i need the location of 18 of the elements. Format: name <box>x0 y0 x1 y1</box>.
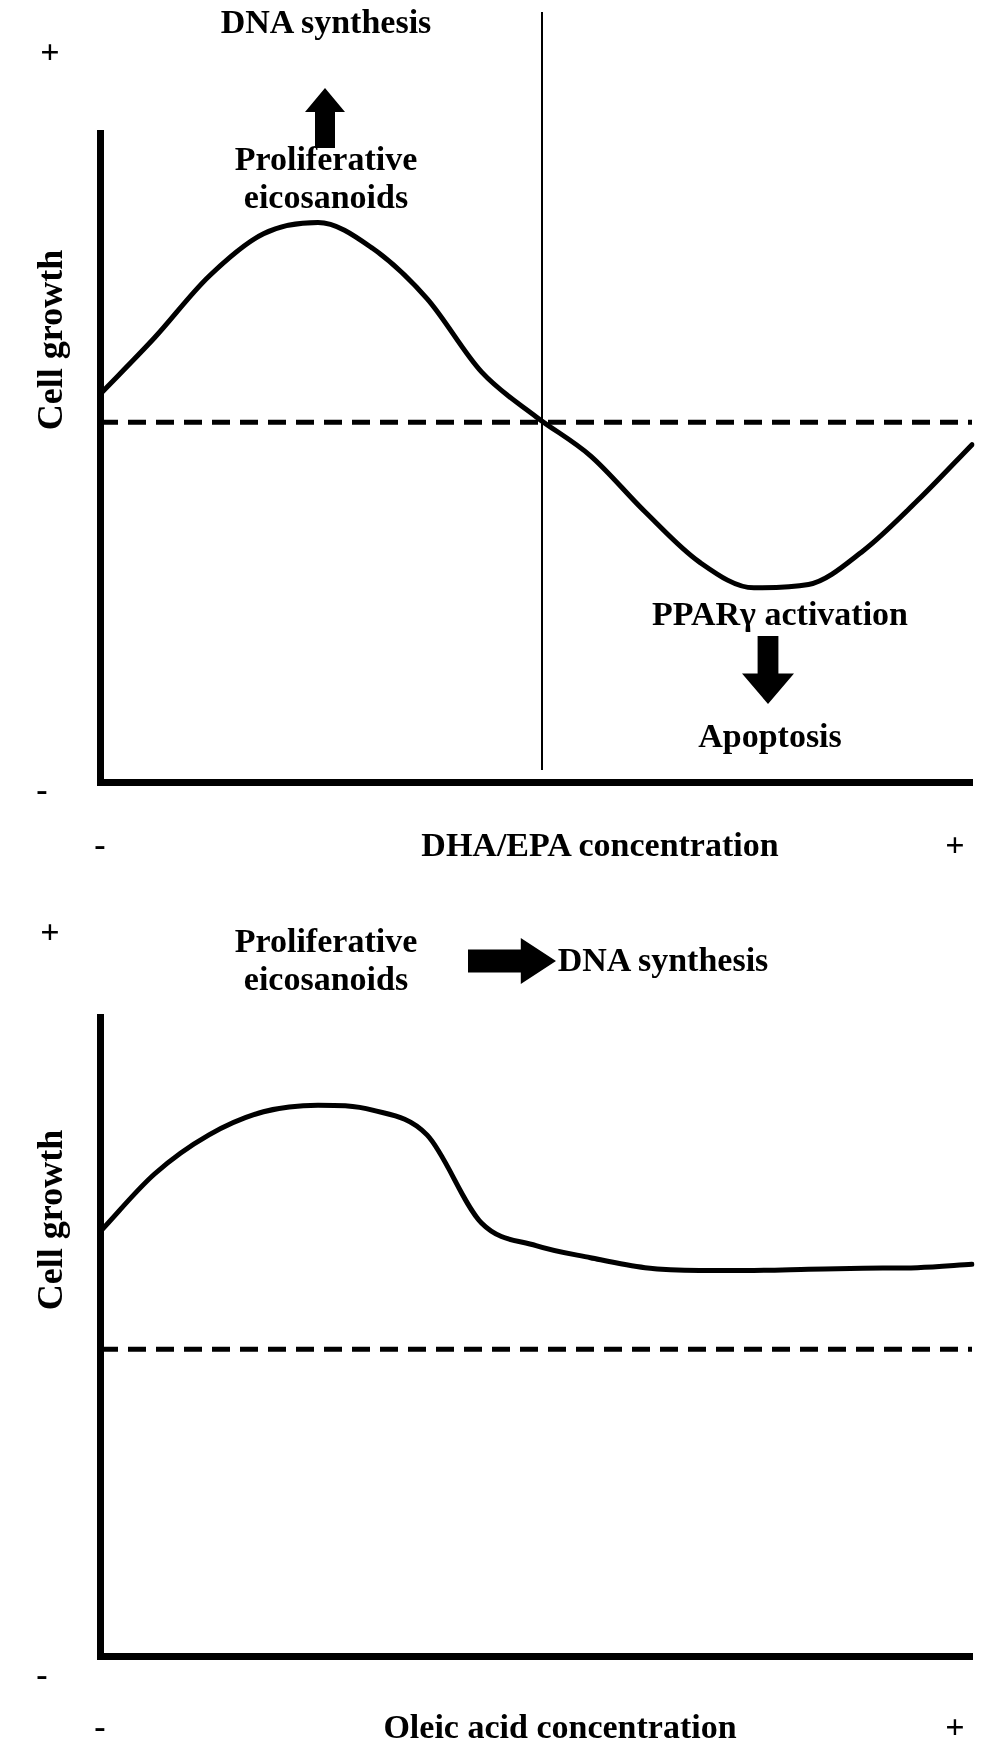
text: - <box>94 1708 106 1746</box>
y-axis-title: Cell growth <box>29 249 71 431</box>
text: - <box>36 771 48 809</box>
text: DNA synthesis <box>557 941 769 979</box>
text: + <box>40 33 60 71</box>
text: Proliferative eicosanoids <box>233 922 419 998</box>
text: - <box>94 826 106 864</box>
text: + <box>40 913 60 951</box>
annotation: PPARγ activation <box>651 595 909 633</box>
text: Proliferative eicosanoids <box>233 140 419 216</box>
x-axis-title: DHA/EPA concentration <box>421 826 779 864</box>
text: DNA synthesis <box>220 3 432 41</box>
y-axis-title: Cell growth <box>29 1129 71 1311</box>
x-axis-title: Oleic acid concentration <box>383 1708 737 1746</box>
text: - <box>36 1656 48 1694</box>
text: + <box>945 826 965 864</box>
text: + <box>945 1708 965 1746</box>
annotation: Apoptosis <box>698 717 842 755</box>
